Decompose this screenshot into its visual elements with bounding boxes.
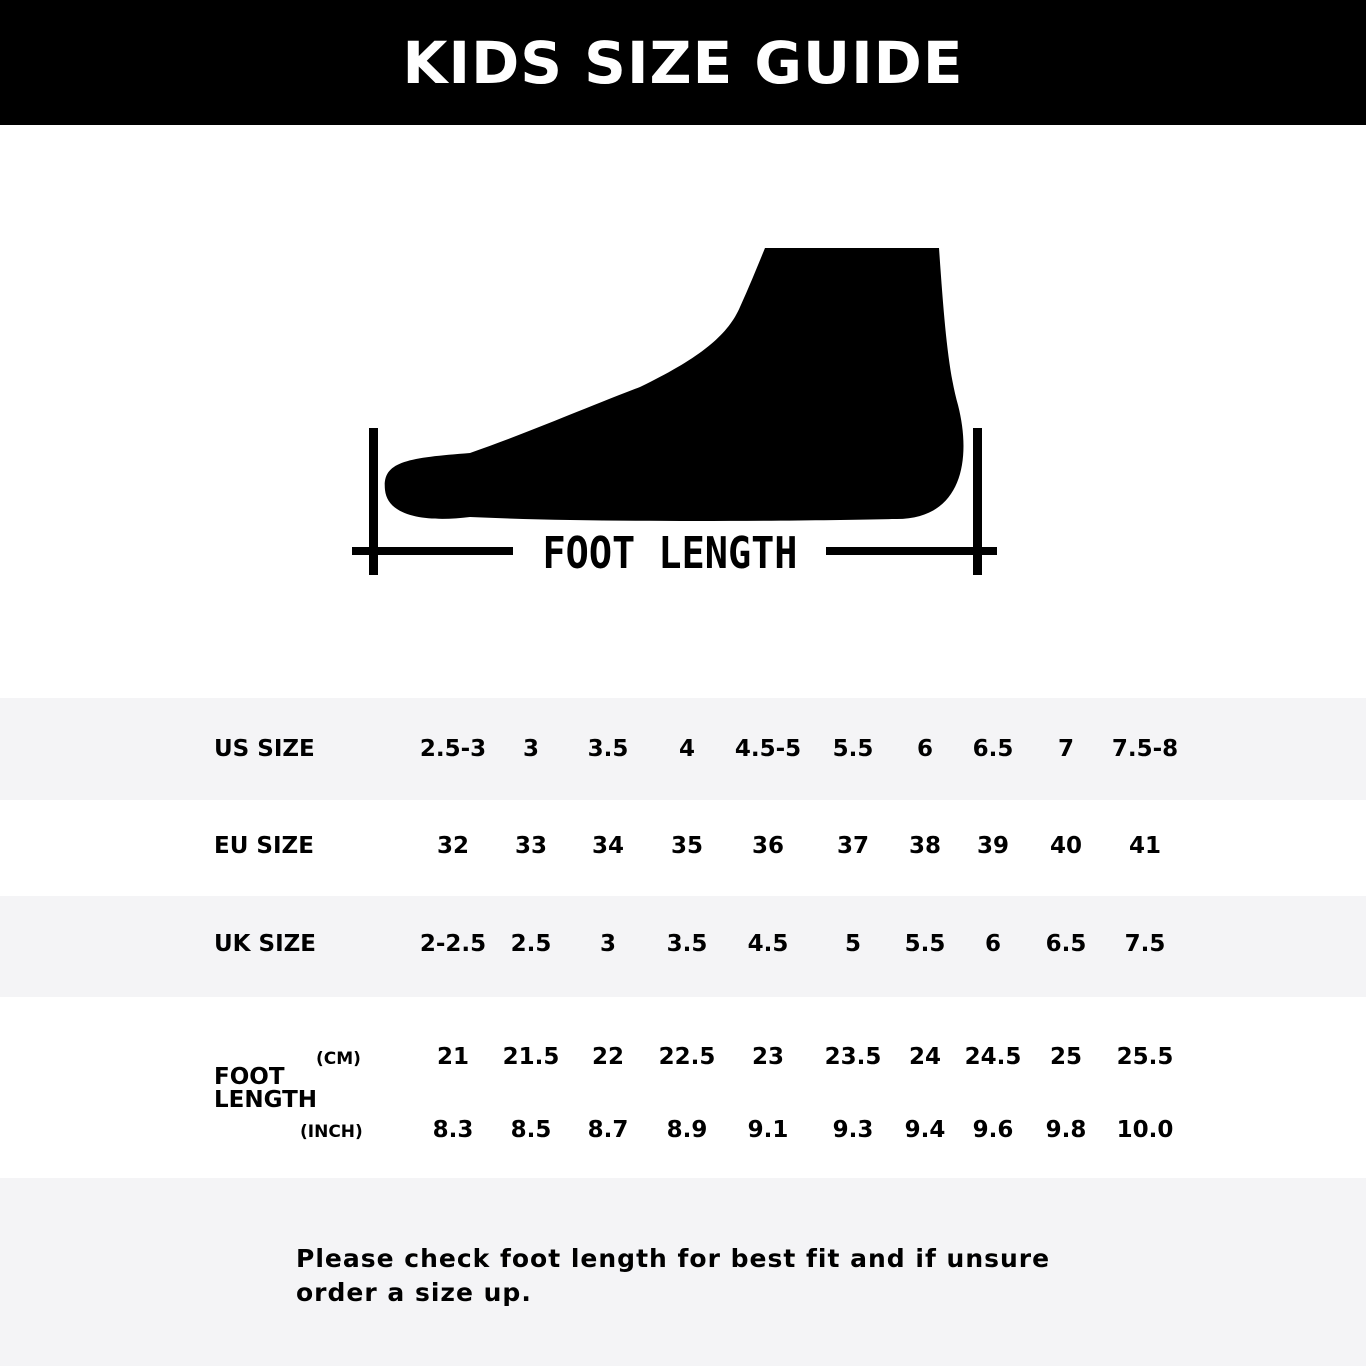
foot-length-inch-value: 9.4 — [904, 1117, 946, 1143]
note-line-2: order a size up. — [296, 1278, 532, 1307]
us-size-value: 4.5-5 — [734, 736, 802, 762]
us-size-value: 5.5 — [832, 736, 874, 762]
foot-length-cm-value: 21 — [436, 1044, 469, 1070]
page-title: KIDS SIZE GUIDE — [402, 28, 964, 97]
eu-size-label: EU SIZE — [214, 833, 314, 859]
foot-length-label-cell: FOOT LENGTH — [214, 1066, 317, 1112]
us-size-row — [0, 698, 1366, 800]
inch-unit-label: (INCH) — [300, 1122, 363, 1142]
note-band — [0, 1178, 1366, 1366]
foot-silhouette — [384, 248, 964, 521]
measure-line-right — [826, 547, 997, 555]
note-line-1: Please check foot length for best fit an… — [296, 1244, 1051, 1273]
foot-length-inch-value: 9.1 — [747, 1117, 789, 1143]
foot-length-row — [0, 997, 1366, 1178]
eu-size-value: 32 — [436, 833, 469, 859]
foot-length-line2: LENGTH — [214, 1087, 318, 1113]
eu-size-value: 40 — [1049, 833, 1082, 859]
eu-size-value: 38 — [908, 833, 941, 859]
eu-size-value: 39 — [976, 833, 1009, 859]
uk-size-label: UK SIZE — [214, 931, 317, 957]
foot-length-label: FOOT LENGTH — [543, 528, 798, 579]
foot-length-inch-value: 8.5 — [510, 1117, 552, 1143]
foot-length-cm-value: 24 — [908, 1044, 941, 1070]
uk-size-value: 2.5 — [510, 931, 552, 957]
foot-length-cm-value: 25 — [1049, 1044, 1082, 1070]
uk-size-row — [0, 896, 1366, 997]
eu-size-value: 35 — [670, 833, 703, 859]
foot-length-inch-value: 9.8 — [1045, 1117, 1087, 1143]
foot-length-inch-value: 8.3 — [432, 1117, 474, 1143]
uk-size-value: 3.5 — [666, 931, 708, 957]
uk-size-value: 3 — [599, 931, 616, 957]
foot-length-line1: FOOT — [214, 1064, 285, 1090]
foot-length-inch-value: 8.7 — [587, 1117, 629, 1143]
foot-length-inch-value: 9.6 — [972, 1117, 1014, 1143]
toe-bar — [369, 428, 378, 575]
us-size-value: 2.5-3 — [419, 736, 487, 762]
eu-size-value: 37 — [836, 833, 869, 859]
foot-length-cm-value: 23.5 — [824, 1044, 882, 1070]
foot-length-cm-value: 24.5 — [964, 1044, 1022, 1070]
fit-note: Please check foot length for best fit an… — [296, 1242, 1050, 1310]
foot-length-diagram: FOOT LENGTH — [352, 248, 997, 579]
us-size-value: 7 — [1057, 736, 1074, 762]
us-size-label: US SIZE — [214, 736, 315, 762]
foot-length-inch-value: 9.3 — [832, 1117, 874, 1143]
us-size-value: 3.5 — [587, 736, 629, 762]
us-size-value: 4 — [678, 736, 695, 762]
foot-length-cm-value: 23 — [751, 1044, 784, 1070]
foot-length-cm-value: 22 — [591, 1044, 624, 1070]
foot-length-cm-value: 22.5 — [658, 1044, 716, 1070]
eu-size-value: 34 — [591, 833, 624, 859]
us-size-value: 6 — [916, 736, 933, 762]
eu-size-value: 41 — [1128, 833, 1161, 859]
uk-size-value: 6.5 — [1045, 931, 1087, 957]
measure-line-left — [352, 547, 513, 555]
uk-size-value: 5 — [844, 931, 861, 957]
uk-size-value: 7.5 — [1124, 931, 1166, 957]
header-bar: KIDS SIZE GUIDE — [0, 0, 1366, 125]
eu-size-value: 36 — [751, 833, 784, 859]
foot-length-cm-value: 21.5 — [502, 1044, 560, 1070]
us-size-value: 3 — [522, 736, 539, 762]
heel-bar — [973, 428, 982, 575]
cm-unit-label: (CM) — [316, 1049, 361, 1069]
uk-size-value: 4.5 — [747, 931, 789, 957]
foot-length-inch-value: 8.9 — [666, 1117, 708, 1143]
eu-size-value: 33 — [514, 833, 547, 859]
us-size-value: 6.5 — [972, 736, 1014, 762]
foot-length-inch-value: 10.0 — [1116, 1117, 1174, 1143]
uk-size-value: 6 — [984, 931, 1001, 957]
us-size-value: 7.5-8 — [1111, 736, 1179, 762]
uk-size-value: 2-2.5 — [419, 931, 487, 957]
foot-length-cm-value: 25.5 — [1116, 1044, 1174, 1070]
uk-size-value: 5.5 — [904, 931, 946, 957]
